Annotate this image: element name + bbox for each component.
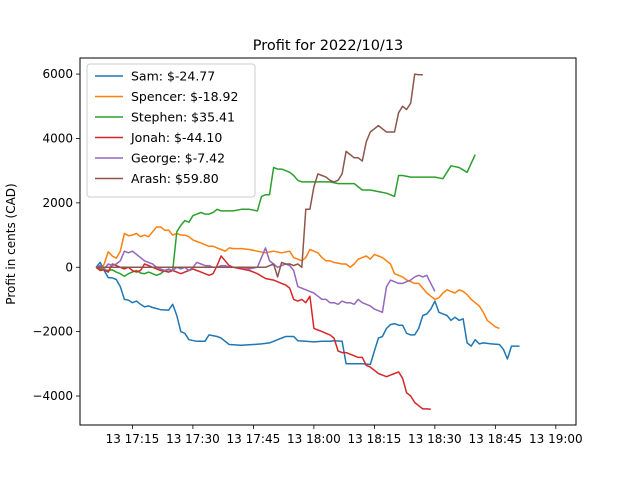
x-tick-label: 13 17:15 <box>106 432 160 446</box>
x-tick-label: 13 17:30 <box>166 432 220 446</box>
series-line-0 <box>95 261 520 366</box>
y-tick-label: −4000 <box>32 389 73 403</box>
chart-title: Profit for 2022/10/13 <box>253 38 404 54</box>
legend-label: Stephen: $35.41 <box>131 110 235 125</box>
series-line-5 <box>96 73 423 278</box>
y-tick-label: −2000 <box>32 325 73 339</box>
x-tick-label: 13 17:45 <box>227 432 281 446</box>
series-line-2 <box>95 154 476 278</box>
series-line-1 <box>95 226 500 330</box>
x-tick-label: 13 18:45 <box>469 432 523 446</box>
y-axis: −4000 −2000 0 2000 4000 6000 <box>32 67 80 403</box>
y-tick-label: 0 <box>65 260 73 274</box>
legend-label: Spencer: $-18.92 <box>131 89 238 104</box>
x-axis: 13 17:15 13 17:30 13 17:45 13 18:00 13 18:15… <box>106 425 583 446</box>
y-tick-label: 6000 <box>42 67 73 81</box>
legend-label: Arash: $59.80 <box>131 171 219 186</box>
y-axis-label: Profit in cents (CAD) <box>4 183 18 304</box>
legend-label: Jonah: $-44.10 <box>130 130 222 145</box>
legend: Sam: $-24.77 Spencer: $-18.92 Stephen: $35… <box>86 63 256 198</box>
series-line-3 <box>95 255 431 410</box>
legend-label: Sam: $-24.77 <box>131 69 215 84</box>
legend-box <box>86 63 256 198</box>
x-tick-label: 13 18:00 <box>287 432 341 446</box>
legend-label: George: $-7.42 <box>131 151 225 166</box>
x-tick-label: 13 18:15 <box>348 432 402 446</box>
x-tick-label: 13 19:00 <box>529 432 583 446</box>
y-tick-label: 2000 <box>42 196 73 210</box>
series-layer <box>95 73 520 410</box>
y-tick-label: 4000 <box>42 131 73 145</box>
x-tick-label: 13 18:30 <box>408 432 462 446</box>
plot-frame <box>79 57 577 426</box>
